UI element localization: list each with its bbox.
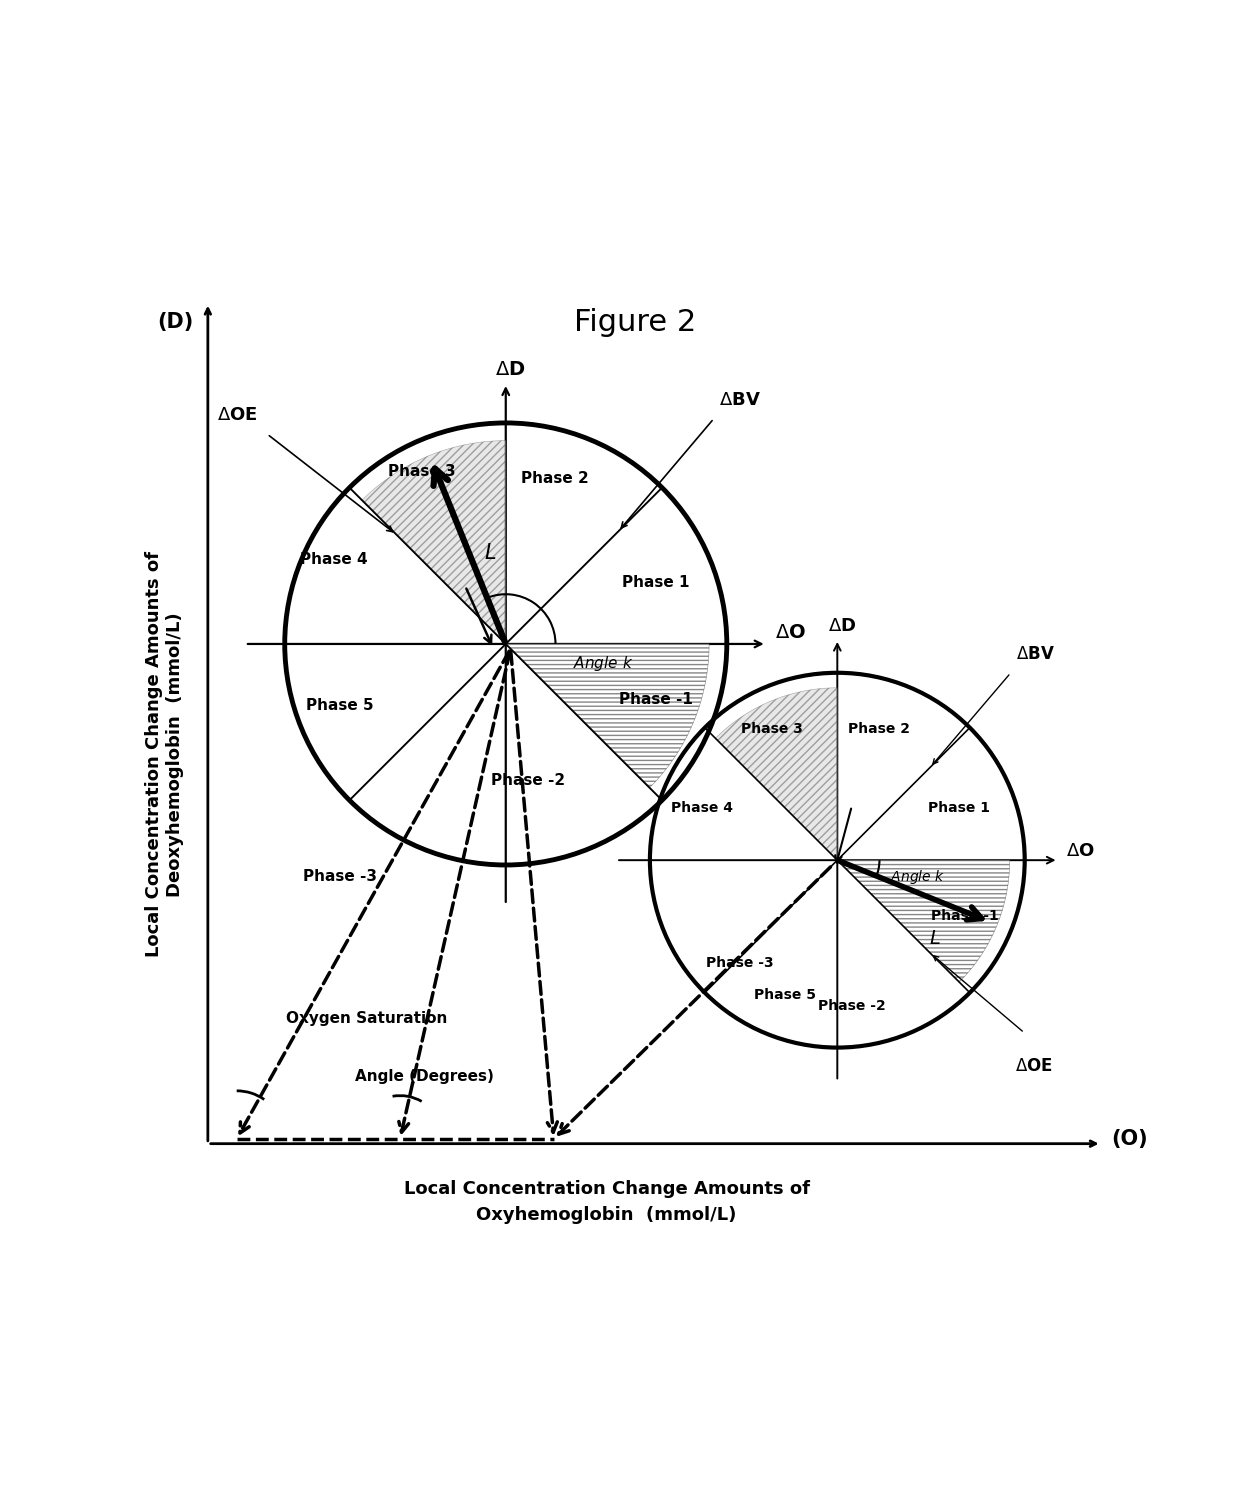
Text: Oxyhemoglobin  (mmol/L): Oxyhemoglobin (mmol/L) — [476, 1206, 737, 1224]
Text: Phase -1: Phase -1 — [931, 910, 998, 923]
Text: Phase -3: Phase -3 — [303, 868, 377, 883]
Text: $\Delta$OE: $\Delta$OE — [217, 406, 258, 424]
Text: Phase 3: Phase 3 — [740, 722, 802, 737]
Text: (O): (O) — [1111, 1129, 1148, 1149]
Text: Angle (Degrees): Angle (Degrees) — [355, 1068, 494, 1085]
Text: $L$: $L$ — [929, 929, 940, 949]
Text: Phase 2: Phase 2 — [847, 722, 909, 737]
Text: Angle $k$: Angle $k$ — [890, 868, 945, 886]
Text: $\Delta$OE: $\Delta$OE — [1016, 1056, 1053, 1076]
Text: Phase 3: Phase 3 — [388, 465, 455, 480]
Text: Phase -2: Phase -2 — [491, 774, 565, 789]
Text: Phase 4: Phase 4 — [300, 553, 367, 568]
Text: Phase -3: Phase -3 — [706, 956, 774, 970]
Text: Phase -1: Phase -1 — [619, 692, 693, 707]
Polygon shape — [506, 644, 709, 787]
Text: Local Concentration Change Amounts of
Deoxyhemoglobin  (mmol/L): Local Concentration Change Amounts of De… — [145, 551, 184, 958]
Text: Phase 5: Phase 5 — [306, 698, 373, 713]
Polygon shape — [715, 687, 837, 861]
Text: $\Delta$BV: $\Delta$BV — [1016, 645, 1054, 663]
Text: $L$: $L$ — [484, 542, 496, 563]
Text: Local Concentration Change Amounts of: Local Concentration Change Amounts of — [404, 1180, 810, 1198]
Text: Figure 2: Figure 2 — [574, 308, 697, 336]
Text: (D): (D) — [157, 312, 193, 332]
Text: $\Delta$BV: $\Delta$BV — [719, 391, 760, 409]
Text: Phase -2: Phase -2 — [818, 999, 887, 1013]
Polygon shape — [362, 441, 506, 644]
Text: $\Delta$O: $\Delta$O — [775, 623, 806, 642]
Text: Phase 4: Phase 4 — [671, 801, 733, 814]
Text: Phase 1: Phase 1 — [622, 575, 689, 590]
Text: Angle $k$: Angle $k$ — [573, 653, 634, 672]
Text: $\Delta$O: $\Delta$O — [1066, 841, 1095, 859]
Text: Phase 1: Phase 1 — [928, 801, 990, 814]
Text: Oxygen Saturation: Oxygen Saturation — [285, 1011, 448, 1026]
Text: $\Delta$D: $\Delta$D — [495, 360, 526, 378]
Text: Phase 2: Phase 2 — [521, 471, 588, 486]
Text: Phase 5: Phase 5 — [754, 988, 816, 1002]
Text: $\Delta$D: $\Delta$D — [828, 617, 857, 635]
Polygon shape — [837, 861, 1009, 982]
